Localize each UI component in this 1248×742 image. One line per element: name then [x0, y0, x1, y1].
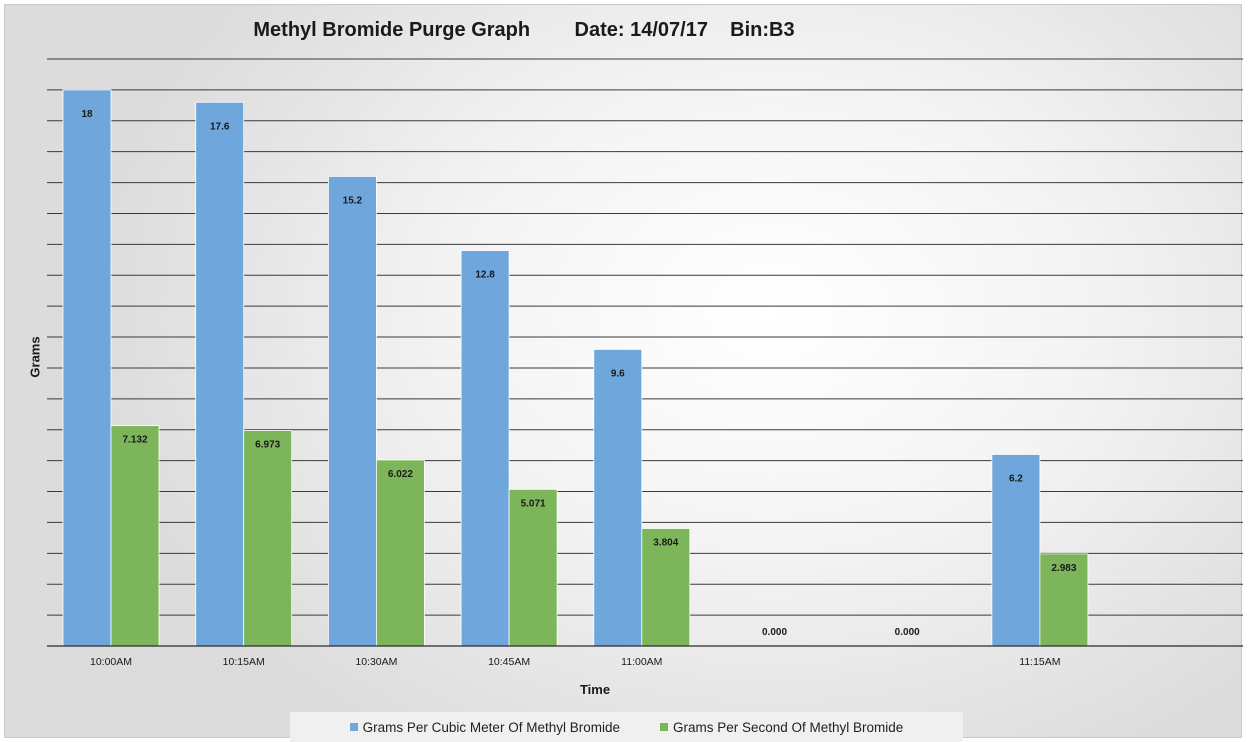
legend-label-series-1: Grams Per Cubic Meter Of Methyl Bromide	[362, 719, 620, 735]
bar-series-1	[327, 175, 377, 647]
x-axis-title: Time	[579, 682, 611, 697]
bar-series-2	[110, 425, 160, 647]
legend-item-series-1: Grams Per Cubic Meter Of Methyl Bromide	[349, 719, 620, 735]
bar-series-1	[991, 454, 1041, 647]
bar-series-1	[593, 349, 643, 647]
data-label-series-1: 15.2	[343, 195, 363, 206]
data-label-series-1: 17.6	[210, 121, 230, 132]
data-label-series-1: 6.2	[1009, 473, 1023, 484]
bar-series-1	[62, 89, 112, 647]
x-tick-label: 10:00AM	[90, 656, 132, 668]
legend: Grams Per Cubic Meter Of Methyl Bromide …	[290, 712, 963, 742]
bar-series-2	[243, 430, 293, 647]
data-label-series-2: 3.804	[653, 537, 678, 548]
bar-series-2	[508, 488, 558, 647]
data-label-series-2: 5.071	[521, 498, 546, 509]
x-tick-label: 11:00AM	[621, 656, 662, 668]
data-label-series-2: 6.973	[255, 440, 280, 451]
legend-item-series-2: Grams Per Second Of Methyl Bromide	[659, 719, 904, 735]
chart-title: Methyl Bromide Purge Graph Date: 14/07/1…	[253, 19, 795, 41]
bar-series-1	[460, 250, 510, 647]
x-tick-label: 10:30AM	[355, 656, 397, 668]
bar-series-2	[375, 459, 425, 647]
bar-series-1	[195, 101, 245, 647]
data-label-series-1: 18	[81, 109, 93, 120]
legend-label-series-2: Grams Per Second Of Methyl Bromide	[672, 719, 904, 735]
data-label-empty: 0.000	[762, 627, 787, 638]
legend-swatch-series-1	[349, 723, 358, 731]
x-tick-label: 10:45AM	[488, 656, 530, 668]
data-label-series-2: 6.022	[388, 469, 413, 480]
data-label-series-1: 9.6	[611, 368, 625, 379]
plot-area: 18 7.132 10:00AM 17.6 6.973 10:15AM 15.2 6.022 1…	[47, 58, 1243, 668]
x-tick-label: 10:15AM	[223, 656, 265, 668]
legend-swatch-series-2	[659, 723, 668, 731]
data-label-series-2: 2.983	[1051, 563, 1076, 574]
bar-series-2	[1039, 553, 1089, 647]
x-tick-label: 11:15AM	[1019, 656, 1060, 668]
chart-frame: Methyl Bromide Purge Graph Date: 14/07/1…	[4, 4, 1243, 742]
data-label-series-1: 12.8	[475, 270, 495, 281]
data-label-empty: 0.000	[895, 627, 920, 638]
data-label-series-2: 7.132	[122, 435, 147, 446]
